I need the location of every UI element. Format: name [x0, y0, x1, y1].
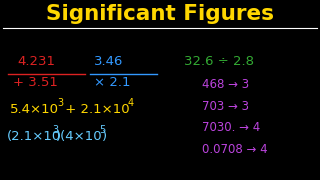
Text: 3: 3 [53, 125, 59, 135]
Text: 3.46: 3.46 [94, 55, 124, 68]
Text: 703 → 3: 703 → 3 [202, 100, 249, 113]
Text: 5: 5 [99, 125, 106, 135]
Text: + 2.1×10: + 2.1×10 [61, 103, 129, 116]
Text: 3: 3 [57, 98, 63, 108]
Text: + 3.51: + 3.51 [13, 76, 58, 89]
Text: 32.6 ÷ 2.8: 32.6 ÷ 2.8 [184, 55, 254, 68]
Text: 4.231: 4.231 [18, 55, 56, 68]
Text: ): ) [102, 130, 107, 143]
Text: 0.0708 → 4: 0.0708 → 4 [202, 143, 267, 156]
Text: 468 → 3: 468 → 3 [202, 78, 249, 91]
Text: × 2.1: × 2.1 [94, 76, 131, 89]
Text: (2.1×10: (2.1×10 [6, 130, 61, 143]
Text: )(4×10: )(4×10 [56, 130, 103, 143]
Text: 4: 4 [128, 98, 134, 108]
Text: 5.4×10: 5.4×10 [10, 103, 59, 116]
Text: Significant Figures: Significant Figures [46, 3, 274, 24]
Text: 7030. → 4: 7030. → 4 [202, 121, 260, 134]
